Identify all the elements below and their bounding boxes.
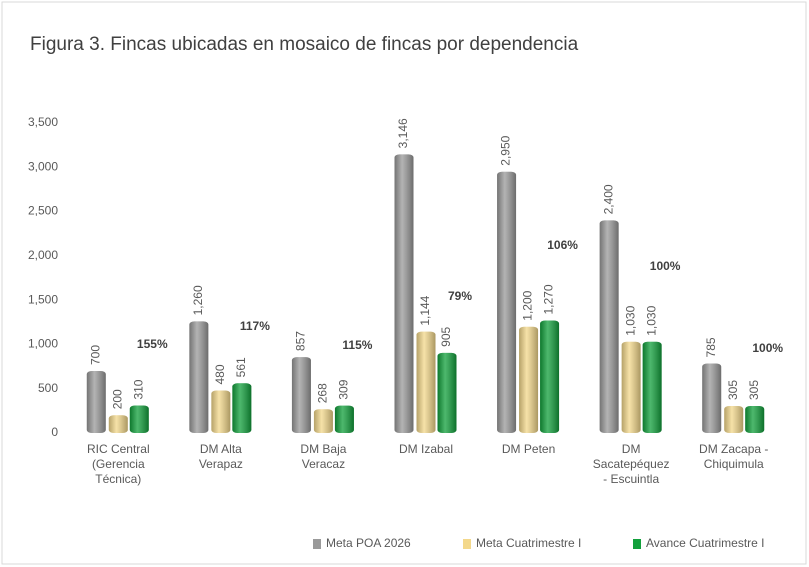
y-tick-label: 500 — [38, 381, 58, 395]
annotation: 106% — [547, 238, 578, 252]
annotation: 100% — [650, 259, 681, 273]
annotation: 115% — [342, 338, 372, 352]
annotation: 79% — [448, 289, 472, 303]
value-label: 2,400 — [601, 184, 615, 214]
bar-shade — [702, 363, 722, 433]
bar-shade — [724, 405, 744, 433]
bar-shade — [291, 357, 311, 433]
value-label: 1,144 — [418, 295, 432, 325]
y-tick-label: 3,000 — [28, 159, 58, 173]
value-label: 561 — [234, 357, 248, 377]
legend-label: Meta POA 2026 — [326, 536, 411, 550]
x-tick-label: Verapaz — [199, 457, 243, 471]
bar-shade — [232, 383, 252, 433]
legend-label: Avance Cuatrimestre I — [646, 536, 765, 550]
value-label: 309 — [337, 379, 351, 399]
value-label: 1,030 — [644, 305, 658, 335]
bar-shade — [642, 341, 662, 433]
bar-shade — [334, 405, 354, 433]
value-label: 1,200 — [521, 290, 535, 320]
y-tick-label: 1,500 — [28, 292, 58, 306]
bar-shade — [621, 341, 641, 433]
y-tick-label: 1,000 — [28, 337, 58, 351]
bar-shade — [416, 331, 436, 433]
legend-swatch — [313, 539, 321, 549]
bar-shade — [86, 371, 106, 433]
annotation: 155% — [137, 337, 168, 351]
bar-shade — [540, 320, 560, 433]
bar-shade — [519, 326, 539, 433]
bar-shade — [211, 390, 231, 433]
bar-shade — [497, 171, 517, 433]
x-tick-label: DM Izabal — [399, 442, 453, 456]
chart-title: Figura 3. Fincas ubicadas en mosaico de … — [30, 34, 579, 55]
value-label: 785 — [704, 337, 718, 357]
value-label: 857 — [294, 331, 308, 351]
value-label: 700 — [88, 345, 102, 365]
x-tick-label: DM — [622, 442, 641, 456]
value-label: 268 — [316, 383, 330, 403]
x-tick-label: Técnica) — [95, 472, 141, 486]
value-label: 305 — [747, 380, 761, 400]
value-label: 200 — [110, 389, 124, 409]
legend-swatch — [463, 539, 471, 549]
x-tick-label: - Escuintla — [603, 472, 659, 486]
x-tick-label: (Gerencia — [92, 457, 145, 471]
x-tick-label: DM Zacapa - — [699, 442, 768, 456]
bar-shade — [108, 415, 128, 433]
bar-shade — [129, 405, 149, 433]
bar-shade — [394, 154, 414, 433]
x-tick-label: Veracaz — [302, 457, 345, 471]
annotation: 100% — [752, 341, 783, 355]
x-tick-label: DM Baja — [300, 442, 346, 456]
value-label: 1,030 — [623, 305, 637, 335]
bar-shade — [313, 409, 333, 433]
value-label: 310 — [131, 379, 145, 399]
value-label: 3,146 — [396, 118, 410, 148]
x-tick-label: Chiquimula — [704, 457, 764, 471]
annotation: 117% — [240, 319, 270, 333]
y-tick-label: 3,500 — [28, 115, 58, 129]
legend-swatch — [633, 539, 641, 549]
legend-label: Meta Cuatrimestre I — [476, 536, 581, 550]
x-tick-label: Sacatepéquez — [593, 457, 670, 471]
x-tick-label: DM Peten — [502, 442, 555, 456]
x-tick-label: DM Alta — [200, 442, 242, 456]
value-label: 305 — [726, 380, 740, 400]
value-label: 2,950 — [499, 135, 513, 165]
bar-shade — [189, 321, 209, 433]
bar-shade — [437, 352, 457, 433]
value-label: 1,260 — [191, 285, 205, 315]
value-label: 905 — [439, 326, 453, 346]
y-tick-label: 2,500 — [28, 204, 58, 218]
y-tick-label: 0 — [51, 425, 58, 439]
x-tick-label: RIC Central — [87, 442, 150, 456]
bar-shade — [599, 220, 619, 433]
value-label: 480 — [213, 364, 227, 384]
bar-shade — [745, 405, 765, 433]
value-label: 1,270 — [542, 284, 556, 314]
y-tick-label: 2,000 — [28, 248, 58, 262]
